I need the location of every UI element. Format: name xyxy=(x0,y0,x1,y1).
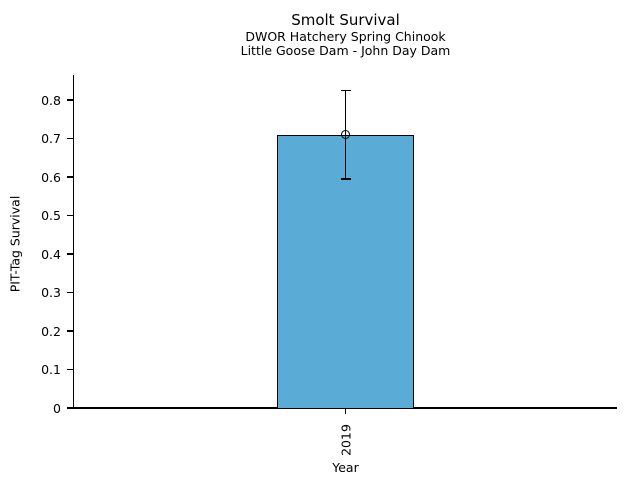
y-tick-label: 0.3 xyxy=(41,285,61,300)
y-tick-mark xyxy=(66,368,74,371)
y-tick-mark xyxy=(66,253,74,255)
y-tick-label: 0.8 xyxy=(41,92,61,108)
point-marker-circle xyxy=(341,130,350,140)
y-tick-label: 0.4 xyxy=(41,246,61,262)
x-axis-label: Year xyxy=(332,460,359,475)
y-tick-mark xyxy=(66,137,74,140)
y-tick-mark xyxy=(66,330,74,332)
y-tick-mark xyxy=(66,99,74,101)
chart-title: Smolt Survival xyxy=(291,11,400,29)
y-tick-label: 0.1 xyxy=(41,362,61,377)
y-tick-label: 0.2 xyxy=(41,323,61,339)
y-axis-spine xyxy=(73,75,75,408)
error-bar-cap-upper xyxy=(340,89,351,92)
y-tick-mark xyxy=(66,176,74,178)
chart-header: Smolt Survival DWOR Hatchery Spring Chin… xyxy=(74,11,617,58)
y-tick-mark xyxy=(66,214,74,217)
y-tick-mark xyxy=(66,407,74,409)
chart-subtitle-reach: Little Goose Dam - John Day Dam xyxy=(240,43,451,58)
y-tick-label: 0.7 xyxy=(41,131,61,146)
error-bar-cap-lower xyxy=(340,178,351,180)
y-tick-label: 0.5 xyxy=(41,208,61,223)
y-tick-label: 0.6 xyxy=(41,169,61,185)
x-tick-mark xyxy=(344,408,347,414)
x-tick-label: 2019 xyxy=(338,424,354,456)
y-tick-mark xyxy=(66,291,74,294)
chart-subtitle-hatchery: DWOR Hatchery Spring Chinook xyxy=(245,29,446,44)
y-tick-label: 0 xyxy=(53,400,61,416)
survival-bar xyxy=(277,134,414,409)
